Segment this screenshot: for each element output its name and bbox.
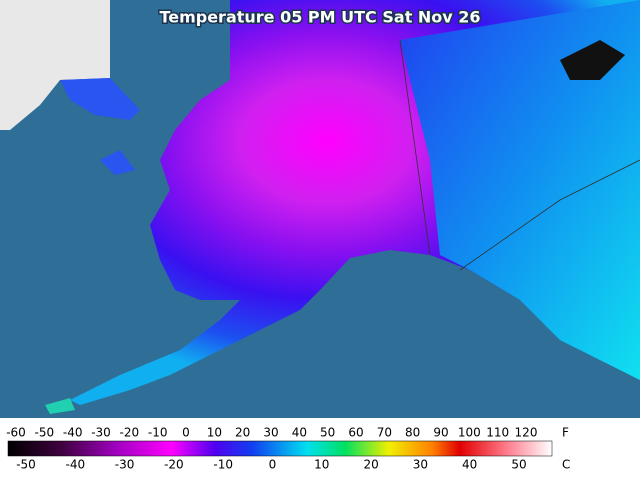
f-tick-label: -40 <box>63 426 83 440</box>
chukotka <box>60 78 140 120</box>
f-tick-label: 70 <box>377 426 392 440</box>
c-tick-label: -40 <box>65 458 85 472</box>
f-tick-label: 50 <box>320 426 335 440</box>
island <box>560 40 625 80</box>
f-unit: F <box>562 426 569 440</box>
c-tick-label: 40 <box>462 458 477 472</box>
island <box>45 398 75 414</box>
c-unit: C <box>562 458 570 472</box>
f-tick-label: 100 <box>458 426 481 440</box>
f-tick-label: 120 <box>515 426 538 440</box>
map: Temperature 05 PM UTC Sat Nov 26 <box>0 0 640 418</box>
f-tick-label: -10 <box>148 426 168 440</box>
canada <box>400 0 640 380</box>
c-tick-label: 0 <box>269 458 277 472</box>
border <box>459 159 640 271</box>
f-tick-label: 10 <box>207 426 222 440</box>
f-tick-label: -20 <box>120 426 140 440</box>
f-tick-label: -50 <box>35 426 55 440</box>
c-tick-label: -20 <box>164 458 184 472</box>
f-tick-label: 60 <box>348 426 363 440</box>
color-scale <box>7 440 553 457</box>
f-tick-label: 20 <box>235 426 250 440</box>
c-tick-label: -50 <box>16 458 36 472</box>
f-tick-label: -60 <box>6 426 26 440</box>
c-tick-label: 10 <box>314 458 329 472</box>
c-tick-label: -10 <box>213 458 233 472</box>
c-tick-label: 20 <box>363 458 378 472</box>
f-tick-label: 110 <box>486 426 509 440</box>
c-tick-label: 50 <box>511 458 526 472</box>
f-tick-label: 0 <box>182 426 190 440</box>
map-title: Temperature 05 PM UTC Sat Nov 26 <box>159 8 480 27</box>
f-tick-label: 30 <box>263 426 278 440</box>
siberia <box>0 0 110 130</box>
border <box>399 39 431 256</box>
f-tick-label: 90 <box>433 426 448 440</box>
c-tick-label: 30 <box>413 458 428 472</box>
legend: -60 -50 -40 -30 -20 -10 0 10 20 30 40 50 60 70 80 90 100… <box>6 426 570 472</box>
f-tick-label: -30 <box>91 426 111 440</box>
island <box>100 150 135 175</box>
c-tick-label: -30 <box>115 458 135 472</box>
f-tick-label: 80 <box>405 426 420 440</box>
f-tick-label: 40 <box>292 426 307 440</box>
